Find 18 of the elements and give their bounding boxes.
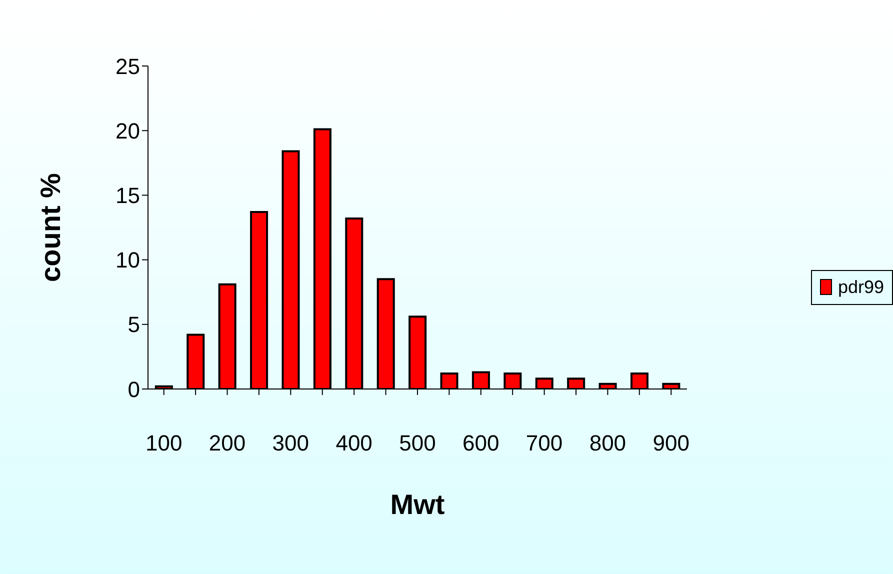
y-tick-label: 20 bbox=[116, 118, 140, 144]
y-tick-label: 5 bbox=[128, 312, 140, 338]
y-axis-title: count % bbox=[34, 172, 66, 282]
x-axis-title: Mwt bbox=[390, 489, 445, 520]
y-tick-label: 10 bbox=[116, 248, 140, 273]
y-tick-label: 0 bbox=[128, 376, 140, 402]
x-tick-label: 900 bbox=[652, 430, 690, 456]
x-tick-label: 200 bbox=[208, 430, 246, 456]
x-tick-label: 500 bbox=[399, 430, 436, 456]
x-tick-label: 700 bbox=[526, 430, 563, 456]
y-tick-label: 15 bbox=[116, 183, 140, 208]
x-tick-label: 100 bbox=[145, 430, 182, 456]
y-tick-label: 25 bbox=[116, 54, 140, 79]
x-tick-label: 300 bbox=[272, 430, 310, 456]
legend-label: pdr99 bbox=[838, 276, 884, 298]
x-tick-label: 800 bbox=[589, 430, 626, 456]
x-tick-label: 600 bbox=[462, 430, 500, 456]
x-tick-label: 400 bbox=[336, 430, 372, 456]
